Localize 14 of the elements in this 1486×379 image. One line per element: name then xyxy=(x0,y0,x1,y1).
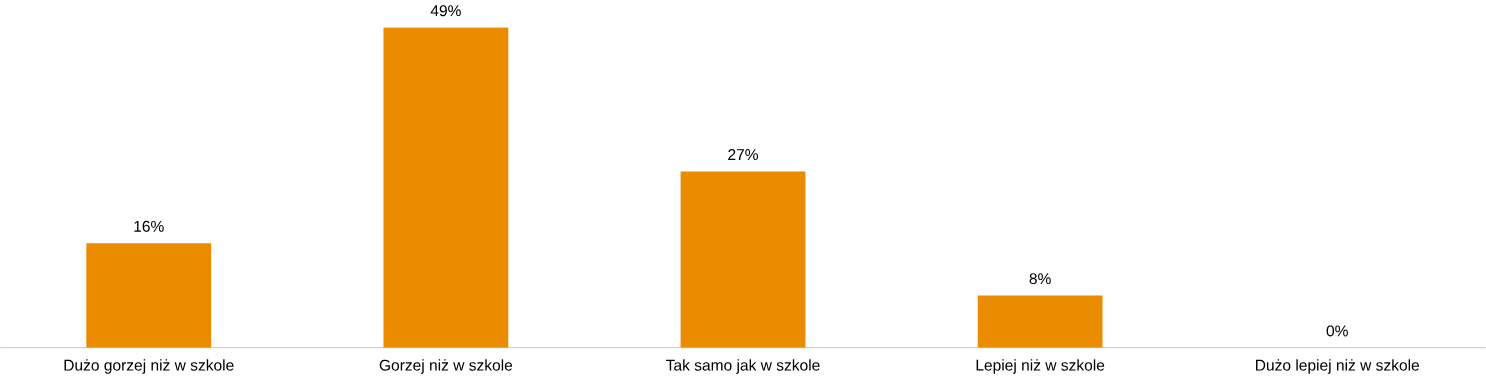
bar xyxy=(383,27,509,348)
data-label: 49% xyxy=(430,5,461,17)
x-tick-label: Dużo gorzej niż w szkole xyxy=(64,359,234,374)
bar xyxy=(680,171,806,348)
data-label: 27% xyxy=(728,149,758,160)
data-label: 0% xyxy=(1326,325,1348,337)
x-tick-label: Tak samo jak w szkole xyxy=(666,359,820,374)
x-tick-label: Lepiej niż w szkole xyxy=(976,359,1105,374)
data-label: 16% xyxy=(134,220,164,232)
data-label: 8% xyxy=(1029,273,1051,285)
bar xyxy=(977,295,1103,348)
x-tick-label: Dużo lepiej niż w szkole xyxy=(1256,359,1420,374)
x-tick-label: Gorzej niż w szkole xyxy=(379,359,513,374)
bar xyxy=(86,243,212,348)
